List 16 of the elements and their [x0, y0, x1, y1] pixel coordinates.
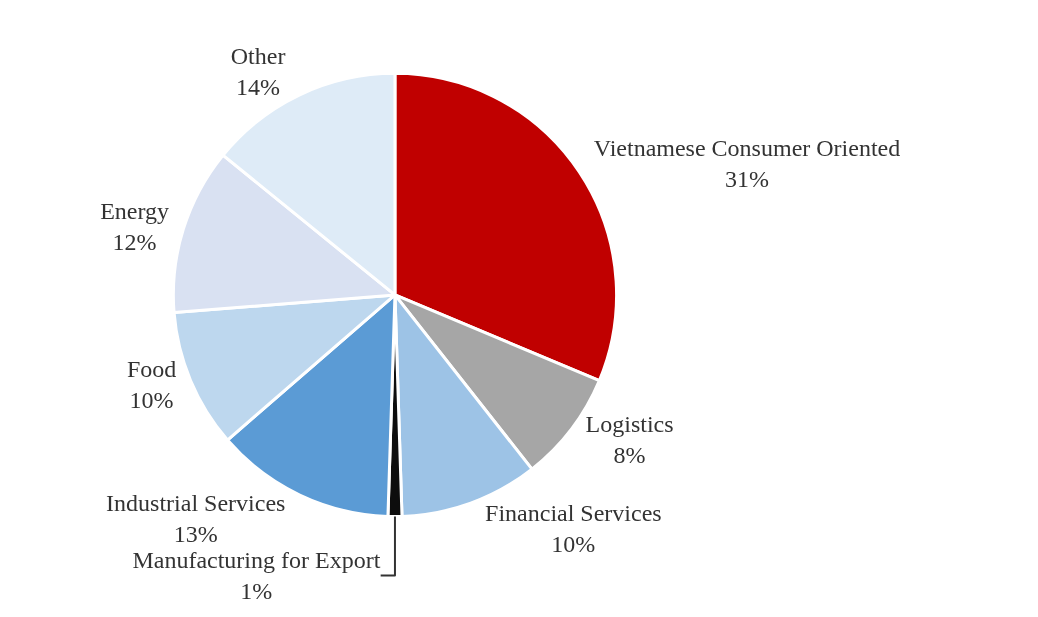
data-label: 13%	[173, 520, 218, 547]
slice-label: Other	[230, 42, 286, 69]
slice-label: Logistics	[585, 411, 674, 438]
data-label: 14%	[236, 74, 281, 101]
slice-label: Food	[126, 356, 177, 383]
data-label: 10%	[129, 387, 174, 414]
data-label: 12%	[112, 229, 157, 256]
data-label: 10%	[551, 531, 596, 558]
slice-label: Industrial Services	[106, 489, 286, 516]
slice-label: Vietnamese Consumer Oriented	[593, 134, 901, 161]
data-label: 1%	[240, 578, 273, 605]
slice-label: Financial Services	[485, 499, 662, 526]
data-label: 8%	[613, 442, 646, 469]
data-label: 31%	[725, 165, 769, 192]
slice-label: Energy	[100, 198, 170, 224]
slice-label: Manufacturing for Export	[132, 546, 381, 573]
